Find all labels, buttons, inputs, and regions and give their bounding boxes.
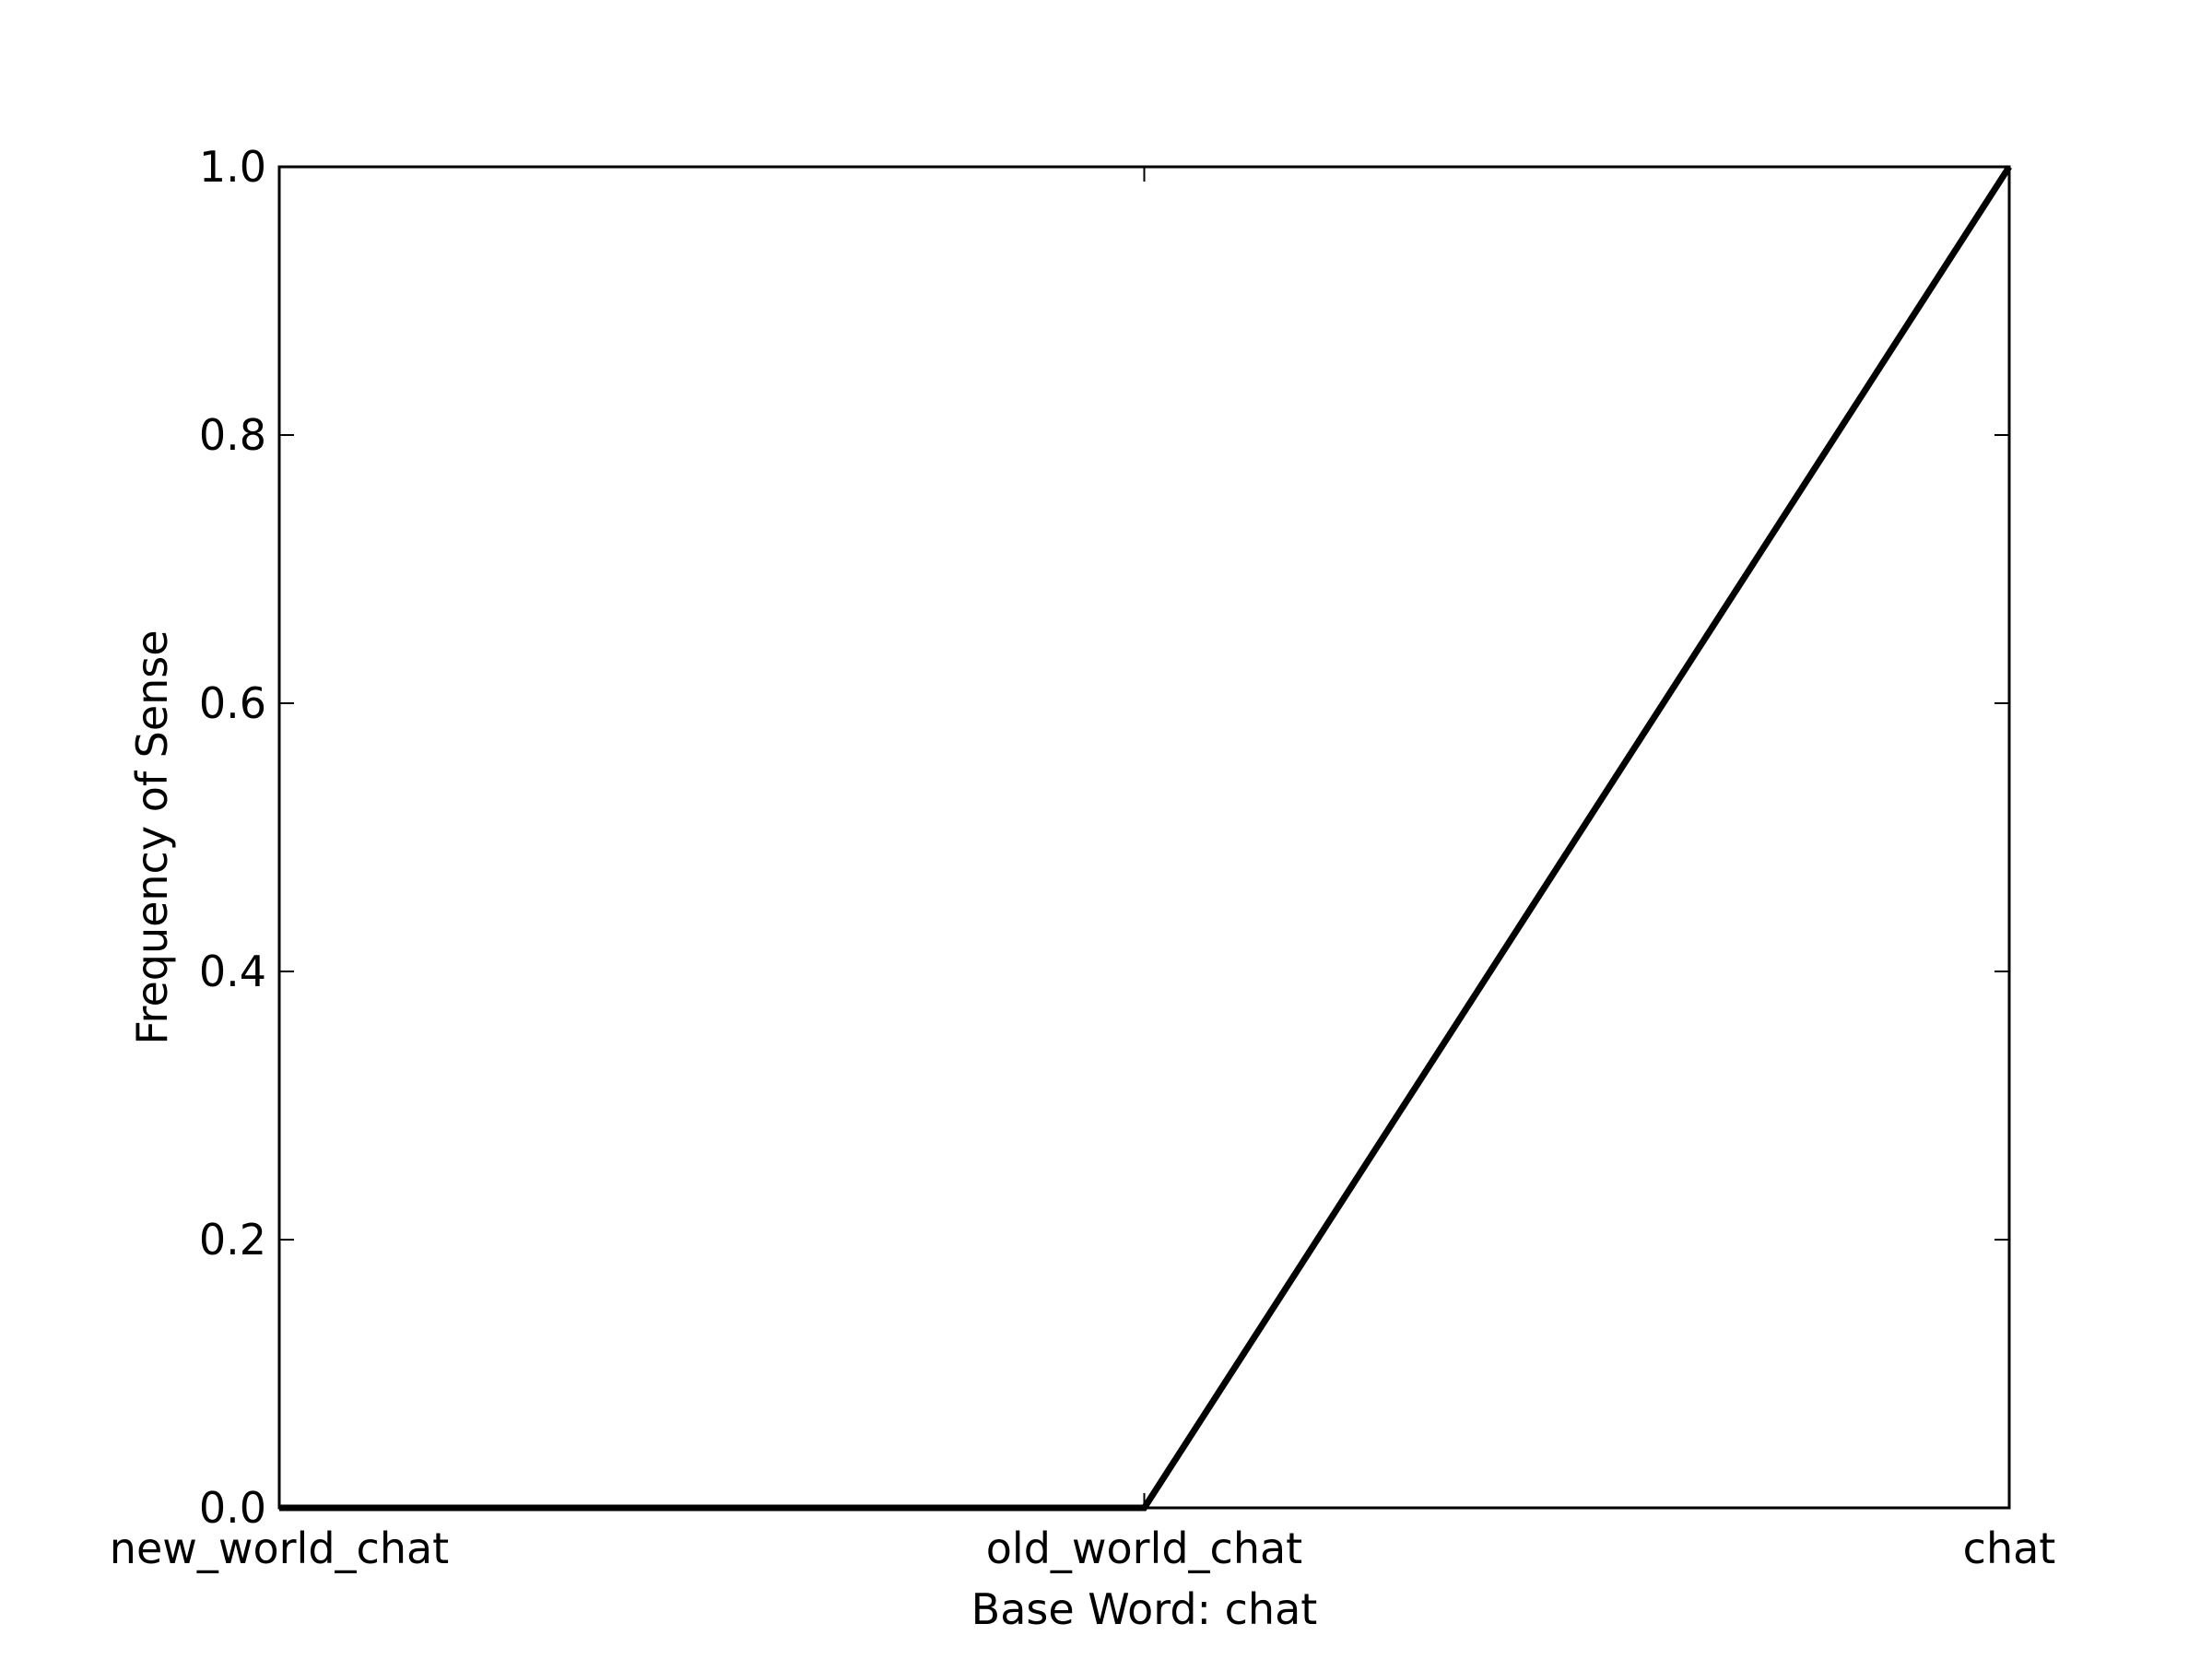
- y-tick-label: 0.4: [199, 947, 266, 996]
- y-tick-label: 0.2: [199, 1215, 266, 1265]
- x-axis-label: Base Word: chat: [971, 1584, 1318, 1634]
- x-axis: new_world_chat old_world_chat chat: [110, 167, 2056, 1573]
- x-tick-label: new_world_chat: [110, 1524, 449, 1573]
- plot-frame: [279, 167, 2009, 1508]
- y-tick-label: 0.8: [199, 410, 266, 460]
- x-tick-label: old_world_chat: [986, 1524, 1302, 1573]
- y-axis-label: Frequency of Sense: [127, 629, 177, 1044]
- series-line-0: [279, 167, 2009, 1508]
- y-tick-label: 1.0: [199, 142, 266, 192]
- x-tick-label: chat: [1963, 1524, 2056, 1573]
- y-axis: 0.00.20.40.60.81.0: [199, 142, 2009, 1533]
- plot-layer: [279, 167, 2009, 1508]
- y-tick-label: 0.6: [199, 678, 266, 728]
